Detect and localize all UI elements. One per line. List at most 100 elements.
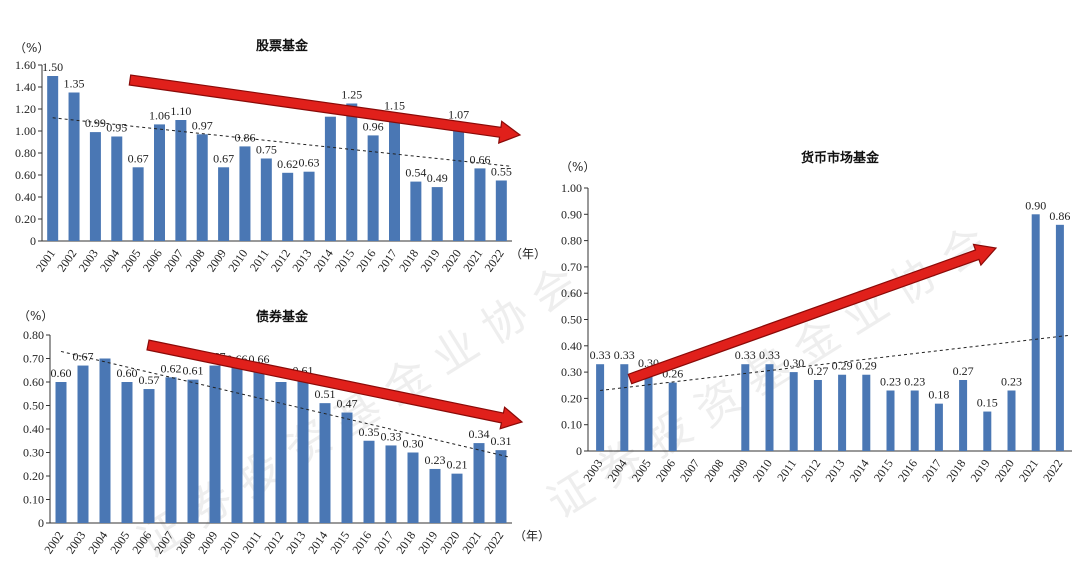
bar — [474, 168, 486, 241]
bar — [132, 167, 144, 241]
bar — [275, 382, 287, 523]
bar — [297, 379, 309, 523]
bar — [813, 379, 822, 451]
x-tick-label: 2020 — [439, 247, 464, 275]
chart-title: 货币市场基金 — [801, 150, 880, 166]
y-tick-label: 1.40 — [15, 80, 36, 94]
trend-line — [60, 350, 510, 458]
x-tick-label: 2008 — [701, 457, 726, 485]
x-tick-label: 2022 — [1040, 457, 1065, 485]
bar — [451, 473, 463, 523]
data-label: 0.29 — [832, 359, 853, 373]
x-tick-label: 2010 — [750, 457, 775, 485]
dashed-trend — [60, 350, 510, 458]
bar — [324, 116, 336, 241]
y-unit-label: （%） — [560, 160, 595, 174]
x-tick-label: 2022 — [482, 247, 507, 275]
y-tick-label: 0.10 — [23, 493, 44, 507]
data-label: 0.33 — [381, 429, 402, 443]
bar — [983, 411, 992, 451]
data-label: 0.63 — [299, 156, 320, 170]
x-tick-label: 2020 — [437, 529, 462, 557]
x-tick-label: 2019 — [968, 457, 993, 485]
dashed-trend — [600, 334, 1070, 392]
bar — [165, 377, 177, 523]
y-tick-label: 0.20 — [23, 469, 44, 483]
bar — [99, 358, 111, 523]
bar — [282, 172, 294, 241]
x-tick-label: 2003 — [63, 529, 88, 557]
data-label: 0.99 — [85, 116, 106, 130]
bar — [453, 123, 465, 241]
bar — [55, 382, 67, 523]
y-tick-label: 0 — [30, 234, 36, 248]
y-tick-label: 1.00 — [15, 124, 36, 138]
x-tick-label: 2015 — [327, 529, 352, 557]
bar — [260, 158, 272, 241]
x-tick-label: 2012 — [798, 457, 823, 485]
x-tick-label: 2020 — [992, 457, 1017, 485]
bar — [346, 103, 358, 241]
dashed-trend — [52, 117, 510, 167]
data-label: 0.54 — [405, 166, 426, 180]
bar — [209, 365, 221, 523]
x-tick-label: 2022 — [481, 529, 506, 557]
bar — [407, 452, 419, 523]
y-tick-label: 0.80 — [15, 146, 36, 160]
data-label: 0.67 — [213, 151, 234, 165]
bar — [934, 403, 943, 451]
x-tick-label: 2011 — [774, 457, 799, 484]
x-tick-label: 2009 — [204, 247, 229, 275]
data-label: 0.27 — [953, 364, 974, 378]
data-label: 0.31 — [491, 434, 512, 448]
data-label: 0.34 — [469, 427, 490, 441]
x-unit-label: （年） — [514, 529, 550, 543]
data-label: 0.23 — [425, 453, 446, 467]
bar — [77, 365, 89, 523]
y-tick-label: 0.30 — [561, 365, 582, 379]
y-tick-label: 0.20 — [15, 212, 36, 226]
bar — [385, 445, 397, 523]
data-label: 0.21 — [447, 458, 468, 472]
data-label: 0.60 — [117, 366, 138, 380]
x-tick-label: 2003 — [76, 247, 101, 275]
x-tick-label: 2017 — [919, 457, 944, 485]
bar — [253, 367, 265, 523]
data-label: 0.23 — [1001, 375, 1022, 389]
data-label: 0.23 — [880, 375, 901, 389]
x-tick-label: 2016 — [353, 247, 378, 275]
x-tick-label: 2007 — [677, 457, 702, 485]
x-tick-label: 2001 — [33, 247, 58, 275]
y-tick-label: 0.80 — [561, 234, 582, 248]
bar — [959, 379, 968, 451]
x-tick-label: 2018 — [943, 457, 968, 485]
data-label: 1.25 — [341, 88, 362, 102]
bar — [1055, 224, 1064, 451]
y-tick-label: 0.40 — [561, 339, 582, 353]
x-tick-label: 2011 — [247, 247, 272, 274]
data-label: 0.33 — [759, 348, 780, 362]
data-label: 0.62 — [277, 157, 298, 171]
data-label: 0.61 — [183, 364, 204, 378]
bar — [1007, 390, 1016, 451]
data-label: 1.50 — [42, 60, 63, 74]
x-tick-label: 2009 — [726, 457, 751, 485]
x-tick-label: 2017 — [375, 247, 400, 275]
bars: 0.33 0.330.300.260.33 0.330.300.27 0.29 0.29… — [590, 198, 1070, 451]
data-label: 1.35 — [64, 77, 85, 91]
x-tick-label: 2005 — [107, 529, 132, 557]
x-tick-label: 2016 — [895, 457, 920, 485]
data-label: 0.67 — [128, 151, 149, 165]
bar — [838, 374, 847, 451]
x-tick-label: 2013 — [283, 529, 308, 557]
data-label: 0.60 — [51, 366, 72, 380]
data-label: 0.49 — [427, 171, 448, 185]
data-label: 0.55 — [491, 165, 512, 179]
bar — [89, 132, 101, 241]
y-tick-label: 0.90 — [561, 207, 582, 221]
trend-line — [52, 117, 510, 167]
y-tick-label: 1.60 — [15, 58, 36, 72]
trend-arrow — [627, 243, 998, 385]
bar — [196, 134, 208, 241]
